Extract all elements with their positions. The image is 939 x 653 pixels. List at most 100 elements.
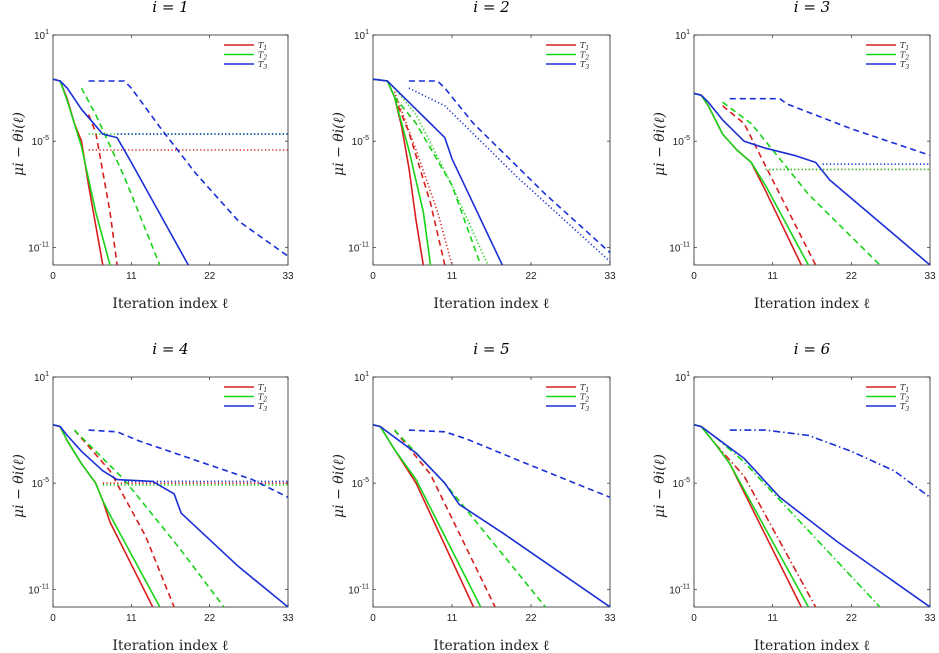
series-T2-dashed bbox=[722, 101, 881, 265]
series-T3-solid bbox=[53, 424, 288, 607]
legend-label: T1 bbox=[900, 383, 909, 394]
x-tick-label: 11 bbox=[126, 613, 137, 624]
x-tick-label: 33 bbox=[282, 271, 294, 282]
x-tick-label: 0 bbox=[691, 271, 697, 282]
series-T2-dashed bbox=[73, 429, 225, 607]
x-tick-label: 33 bbox=[924, 613, 936, 624]
subplot-title: i = 4 bbox=[152, 340, 188, 358]
legend-label: T1 bbox=[258, 383, 267, 394]
series-T2-dashed bbox=[80, 87, 161, 265]
x-tick-label: 22 bbox=[204, 271, 216, 282]
y-axis-label: μi − θi(ℓ) bbox=[652, 454, 668, 518]
legend-label: T3 bbox=[580, 402, 589, 413]
x-tick-label: 11 bbox=[767, 613, 778, 624]
y-tick-label: 10-11 bbox=[348, 241, 369, 254]
legend-label: T2 bbox=[580, 393, 589, 404]
series-group bbox=[373, 424, 610, 607]
subplot-6: 0 11 22 33 101 10-5 10-11 i = 6 Iteration index … bbox=[652, 340, 936, 653]
series-group bbox=[53, 78, 288, 265]
x-tick-label: 22 bbox=[525, 613, 537, 624]
x-tick-label: 11 bbox=[447, 613, 458, 624]
series-T3-solid bbox=[694, 424, 930, 607]
y-axis-label: μi − θi(ℓ) bbox=[11, 454, 27, 518]
y-tick-label: 101 bbox=[354, 29, 369, 42]
series-group bbox=[694, 424, 930, 607]
legend-label: T2 bbox=[258, 51, 267, 62]
legend-label: T2 bbox=[900, 51, 909, 62]
subplot-title: i = 2 bbox=[473, 0, 509, 16]
legend-label: T2 bbox=[258, 393, 267, 404]
y-tick-label: 10-5 bbox=[32, 135, 49, 148]
x-axis-label: Iteration index ℓ bbox=[112, 638, 229, 653]
axes-frame bbox=[52, 34, 289, 266]
y-tick-label: 101 bbox=[34, 371, 49, 384]
y-tick-label: 10-11 bbox=[669, 241, 690, 254]
legend-label: T1 bbox=[900, 41, 909, 52]
legend-label: T3 bbox=[580, 60, 589, 71]
y-tick-label: 10-5 bbox=[673, 477, 690, 490]
legend-label: T2 bbox=[580, 51, 589, 62]
series-T1-dotted bbox=[393, 91, 453, 265]
subplot-2: 0 11 22 33 101 10-5 10-11 i = 2 Iteration index … bbox=[331, 0, 616, 312]
y-tick-label: 101 bbox=[675, 371, 690, 384]
series-T3-dashed bbox=[88, 80, 288, 257]
series-T1-dashed bbox=[393, 429, 496, 607]
x-tick-label: 11 bbox=[447, 271, 458, 282]
subplot-4: 0 11 22 33 101 10-5 10-11 i = 4 Iteration index … bbox=[11, 340, 294, 653]
x-tick-label: 22 bbox=[846, 613, 858, 624]
series-T3-dashed bbox=[408, 429, 610, 499]
series-group bbox=[53, 424, 288, 607]
x-tick-label: 0 bbox=[370, 271, 376, 282]
legend-label: T1 bbox=[258, 41, 267, 52]
series-T3-dashdot bbox=[729, 429, 930, 498]
x-tick-label: 0 bbox=[370, 613, 376, 624]
series-T2-dashed bbox=[393, 96, 482, 265]
subplot-title: i = 6 bbox=[794, 340, 831, 358]
legend-label: T3 bbox=[900, 60, 909, 71]
series-T3-solid bbox=[373, 424, 610, 607]
y-tick-label: 10-11 bbox=[28, 241, 49, 254]
y-tick-label: 101 bbox=[354, 371, 369, 384]
y-tick-label: 10-5 bbox=[352, 477, 369, 490]
legend-label: T1 bbox=[580, 41, 589, 52]
subplot-title: i = 5 bbox=[473, 340, 509, 358]
axes-frame bbox=[693, 376, 931, 608]
series-T2-dashdot bbox=[714, 436, 881, 607]
y-axis-label: μi − θi(ℓ) bbox=[331, 112, 347, 176]
series-T1-dashed bbox=[73, 429, 175, 607]
y-tick-label: 101 bbox=[675, 29, 690, 42]
y-tick-label: 10-5 bbox=[673, 135, 690, 148]
x-tick-label: 33 bbox=[282, 613, 294, 624]
series-group bbox=[373, 78, 610, 265]
x-tick-label: 22 bbox=[525, 271, 537, 282]
legend-label: T3 bbox=[900, 402, 909, 413]
x-tick-label: 11 bbox=[767, 271, 778, 282]
y-tick-label: 101 bbox=[34, 29, 49, 42]
x-tick-label: 33 bbox=[604, 613, 616, 624]
x-axis-label: Iteration index ℓ bbox=[112, 296, 229, 312]
legend-label: T3 bbox=[258, 60, 267, 71]
x-axis-label: Iteration index ℓ bbox=[433, 296, 550, 312]
legend-label: T3 bbox=[258, 402, 267, 413]
legend-label: T1 bbox=[580, 383, 589, 394]
series-T3-dashed bbox=[88, 429, 288, 499]
axes-frame bbox=[693, 34, 931, 266]
x-tick-label: 22 bbox=[204, 613, 216, 624]
y-axis-label: μi − θi(ℓ) bbox=[331, 454, 347, 518]
x-tick-label: 33 bbox=[924, 271, 936, 282]
y-axis-label: μi − θi(ℓ) bbox=[11, 112, 27, 176]
subplot-1: 0 11 22 33 101 10-5 10-11 i = 1 Iteration index … bbox=[11, 0, 294, 312]
y-axis-label: μi − θi(ℓ) bbox=[652, 112, 668, 176]
x-axis-label: Iteration index ℓ bbox=[754, 638, 871, 653]
series-T1-dashed bbox=[393, 96, 446, 265]
series-T3-dashed bbox=[408, 80, 610, 254]
y-tick-label: 10-11 bbox=[28, 583, 49, 596]
y-tick-label: 10-5 bbox=[352, 135, 369, 148]
